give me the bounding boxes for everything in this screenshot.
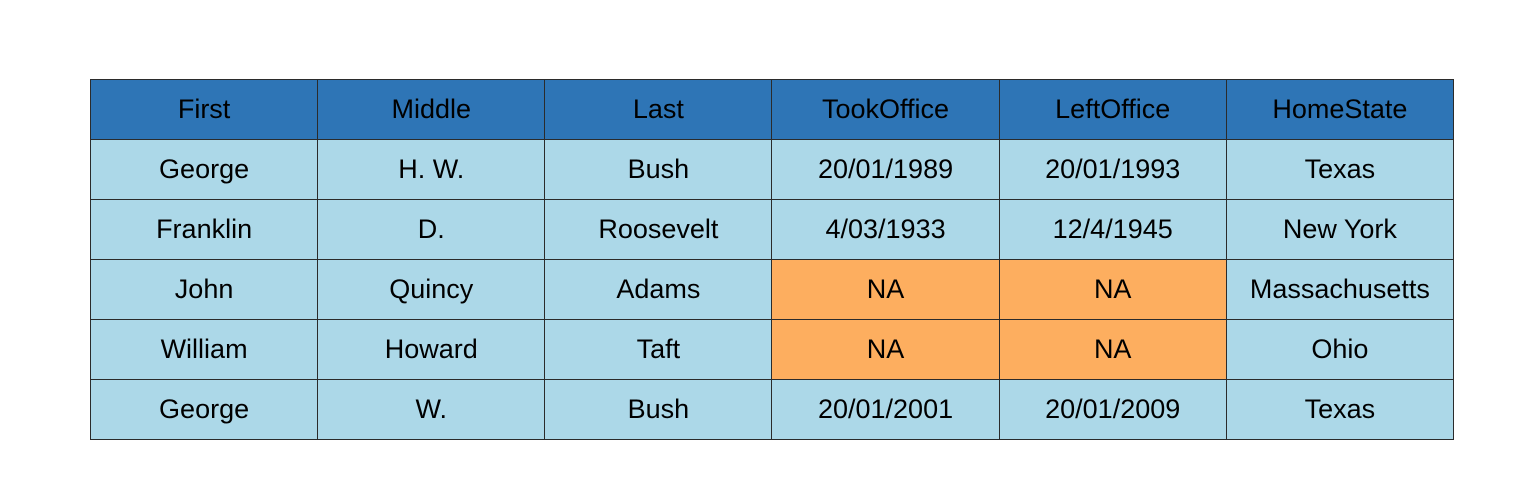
cell-left-office: 20/01/2009 <box>998 379 1227 440</box>
table-row: William Howard Taft NA NA Ohio <box>89 319 1455 380</box>
cell-took-office-missing: NA <box>771 259 1000 320</box>
cell-middle: D. <box>317 199 546 260</box>
cell-first: George <box>89 139 319 200</box>
cell-last: Taft <box>544 319 773 380</box>
cell-left-office-missing: NA <box>998 319 1227 380</box>
cell-home-state: Texas <box>1225 139 1455 200</box>
cell-left-office-missing: NA <box>998 259 1227 320</box>
header-row: First Middle Last TookOffice LeftOffice … <box>89 79 1455 140</box>
column-header-left-office: LeftOffice <box>998 79 1227 140</box>
table-header: First Middle Last TookOffice LeftOffice … <box>89 79 1455 140</box>
cell-middle: Howard <box>317 319 546 380</box>
column-header-first: First <box>89 79 319 140</box>
cell-took-office-missing: NA <box>771 319 1000 380</box>
table-row: John Quincy Adams NA NA Massachusetts <box>89 259 1455 320</box>
table-row: Franklin D. Roosevelt 4/03/1933 12/4/194… <box>89 199 1455 260</box>
cell-last: Adams <box>544 259 773 320</box>
presidents-table: First Middle Last TookOffice LeftOffice … <box>89 79 1455 440</box>
column-header-took-office: TookOffice <box>771 79 1000 140</box>
table-row: George H. W. Bush 20/01/1989 20/01/1993 … <box>89 139 1455 200</box>
cell-middle: H. W. <box>317 139 546 200</box>
table-body: George H. W. Bush 20/01/1989 20/01/1993 … <box>89 139 1455 440</box>
cell-first: Franklin <box>89 199 319 260</box>
cell-home-state: Ohio <box>1225 319 1455 380</box>
column-header-last: Last <box>544 79 773 140</box>
cell-first: George <box>89 379 319 440</box>
cell-first: William <box>89 319 319 380</box>
cell-first: John <box>89 259 319 320</box>
cell-left-office: 12/4/1945 <box>998 199 1227 260</box>
column-header-middle: Middle <box>317 79 546 140</box>
cell-home-state: Texas <box>1225 379 1455 440</box>
cell-middle: Quincy <box>317 259 546 320</box>
cell-home-state: Massachusetts <box>1225 259 1455 320</box>
cell-took-office: 20/01/2001 <box>771 379 1000 440</box>
cell-last: Roosevelt <box>544 199 773 260</box>
cell-took-office: 4/03/1933 <box>771 199 1000 260</box>
cell-took-office: 20/01/1989 <box>771 139 1000 200</box>
column-header-home-state: HomeState <box>1225 79 1455 140</box>
cell-last: Bush <box>544 379 773 440</box>
cell-middle: W. <box>317 379 546 440</box>
cell-last: Bush <box>544 139 773 200</box>
cell-left-office: 20/01/1993 <box>998 139 1227 200</box>
cell-home-state: New York <box>1225 199 1455 260</box>
table-row: George W. Bush 20/01/2001 20/01/2009 Tex… <box>89 379 1455 440</box>
